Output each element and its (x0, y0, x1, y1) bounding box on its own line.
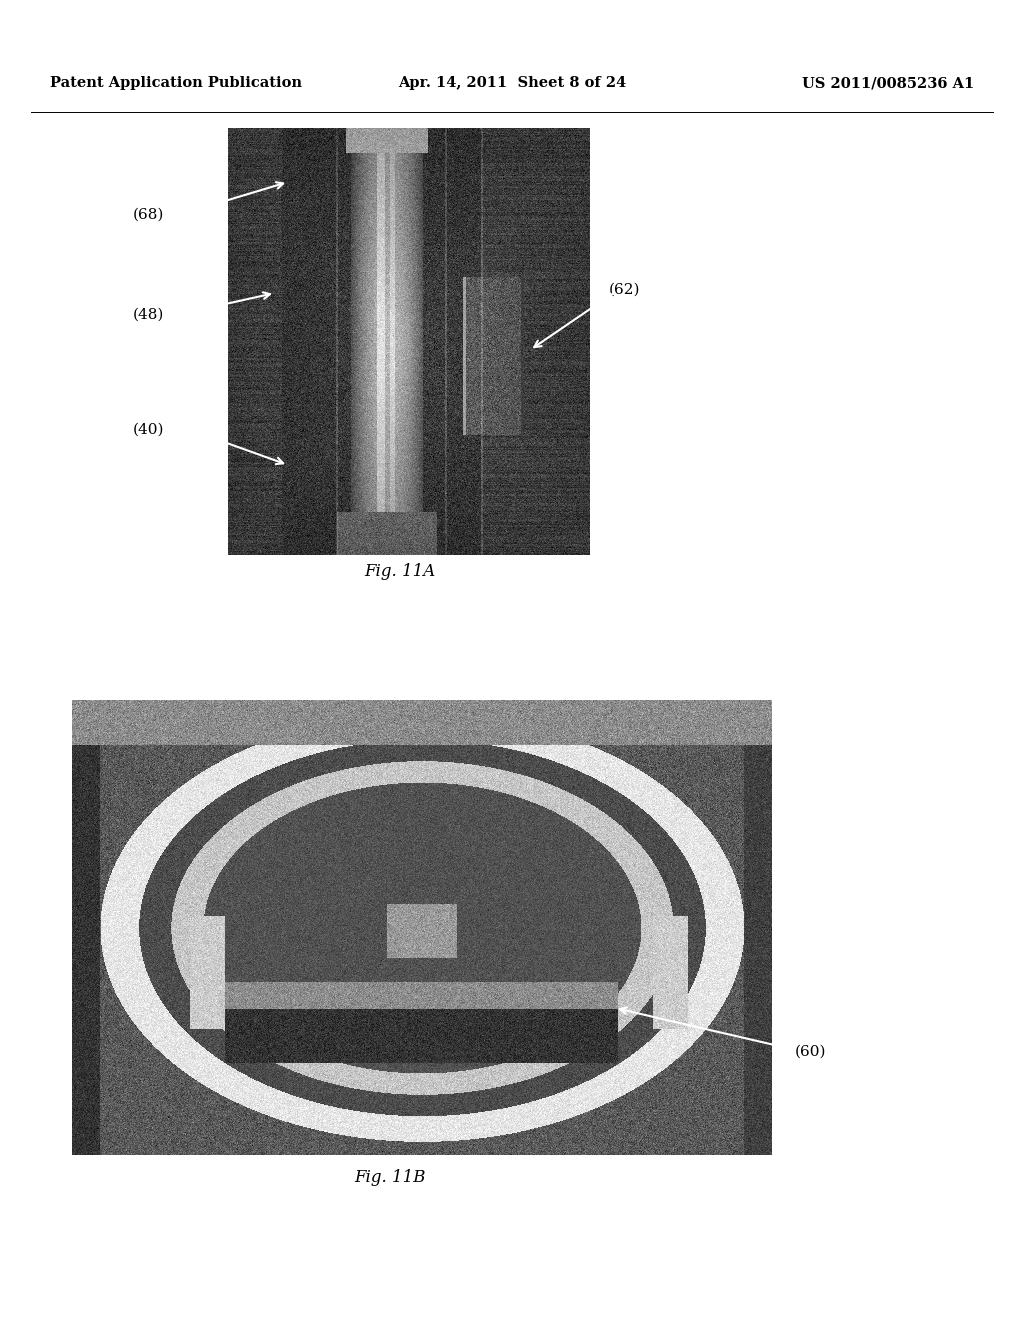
Text: Patent Application Publication: Patent Application Publication (50, 77, 302, 90)
Text: (60): (60) (795, 1045, 825, 1059)
Text: US 2011/0085236 A1: US 2011/0085236 A1 (802, 77, 974, 90)
Text: Fig. 11A: Fig. 11A (365, 564, 435, 581)
Text: Fig. 11B: Fig. 11B (354, 1170, 426, 1187)
Text: (48): (48) (132, 308, 164, 322)
Text: (62): (62) (609, 282, 641, 297)
Text: Apr. 14, 2011  Sheet 8 of 24: Apr. 14, 2011 Sheet 8 of 24 (398, 77, 626, 90)
Text: (68): (68) (132, 209, 164, 222)
Text: (40): (40) (132, 422, 164, 437)
